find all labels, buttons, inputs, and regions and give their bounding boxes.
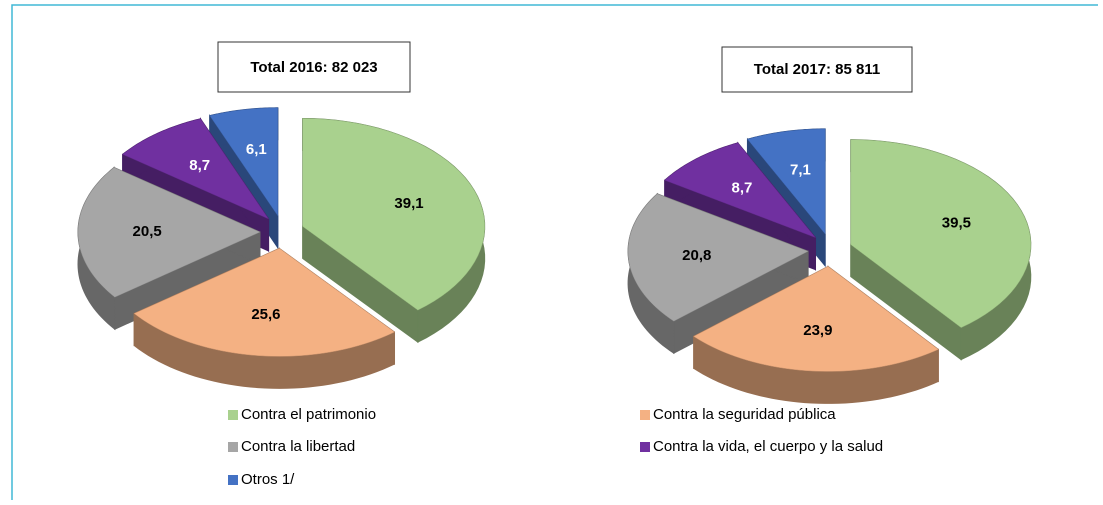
data-label: 20,8 <box>682 247 711 264</box>
slice: 20,5 <box>77 166 261 331</box>
title-box <box>217 41 411 93</box>
data-label: 23,9 <box>803 322 832 339</box>
data-label: 25,6 <box>251 306 280 323</box>
legend-swatch <box>228 475 238 485</box>
frame <box>11 4 1098 500</box>
pie-slice <box>747 128 826 235</box>
legend-swatch <box>640 410 650 420</box>
chart-title: Total 2016: 82 023 <box>250 59 377 76</box>
data-label: 7,1 <box>790 161 811 178</box>
data-label: 8,7 <box>189 157 210 174</box>
legend-swatch <box>640 442 650 452</box>
pie-slice <box>850 139 1032 328</box>
pie-slice <box>77 167 261 298</box>
data-label: 39,5 <box>942 215 971 232</box>
chart-title: Total 2017: 85 811 <box>754 61 880 78</box>
slice: 39,5 <box>850 139 1032 361</box>
legend-label: Otros 1/ <box>241 471 295 488</box>
legend-label: Contra la seguridad pública <box>653 406 836 423</box>
pie-slice <box>664 142 817 239</box>
legend-label: Contra el patrimonio <box>241 406 376 423</box>
pie-slice <box>122 118 270 220</box>
pie-slice <box>209 107 279 217</box>
data-label: 20,5 <box>133 223 162 240</box>
slice: 23,9 <box>693 265 939 404</box>
data-label: 8,7 <box>732 180 753 197</box>
legend-swatch <box>228 410 238 420</box>
legend-label: Contra la vida, el cuerpo y la salud <box>653 438 883 455</box>
slice: 39,1 <box>302 117 486 344</box>
data-label: 39,1 <box>394 195 423 212</box>
slice: 25,6 <box>133 247 396 389</box>
pie-slice <box>302 118 485 311</box>
pie-slice <box>693 266 939 372</box>
slice: 20,8 <box>627 192 809 355</box>
legend-label: Contra la libertad <box>241 438 355 455</box>
pie-slice <box>133 248 395 357</box>
pie-slice <box>627 193 809 322</box>
legend-swatch <box>228 442 238 452</box>
title-box <box>721 46 913 93</box>
data-label: 6,1 <box>246 141 267 158</box>
